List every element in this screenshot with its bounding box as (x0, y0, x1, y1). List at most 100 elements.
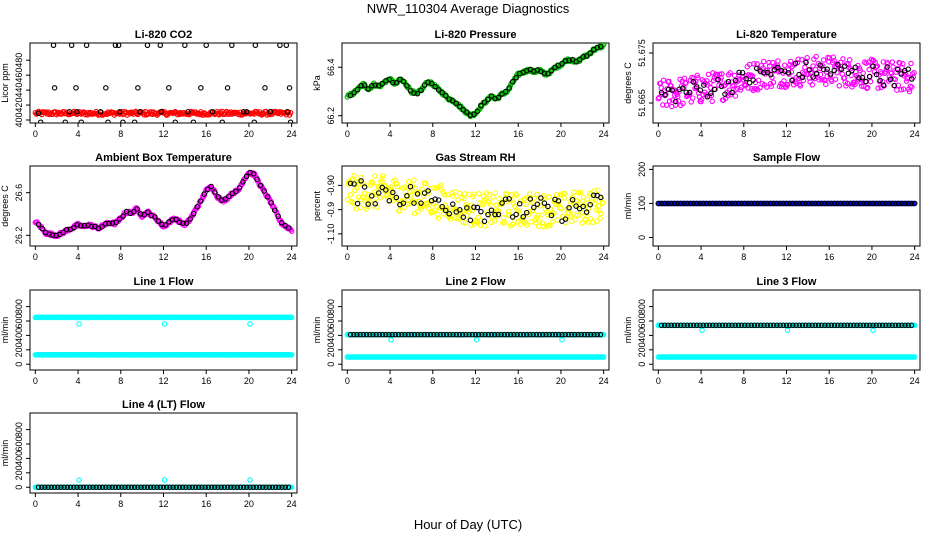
series-0-point (410, 197, 416, 204)
series-1-point (578, 331, 584, 338)
series-1-point (244, 484, 250, 490)
series-1-point (469, 331, 476, 338)
series-1-point (511, 331, 517, 338)
series-0-point (571, 189, 577, 195)
series-1-point (478, 208, 484, 215)
series-1-point (157, 484, 164, 490)
series-1-point (770, 200, 777, 207)
series-overlay-point (233, 188, 239, 195)
series-1-point (671, 200, 678, 207)
series-1-point (812, 322, 819, 329)
series-1-point (838, 66, 845, 73)
series-1-point (546, 331, 552, 338)
series-1-point (244, 109, 250, 115)
series-1-point (347, 331, 354, 338)
series-1-point (732, 200, 738, 207)
series-1-point (533, 331, 540, 338)
series-1-point (822, 322, 828, 329)
series-1-point (279, 484, 285, 490)
series-1-point (580, 203, 586, 210)
series-1-point (748, 322, 755, 329)
series-0-point (504, 191, 511, 198)
series-1-point (48, 484, 55, 490)
series-1-point (668, 200, 674, 207)
y-tick-label: 200 (326, 342, 336, 357)
series-0-point (569, 194, 576, 201)
series-1-point (530, 331, 536, 338)
series-1-point (590, 192, 597, 199)
series-1-point (198, 85, 204, 91)
series-1-point (902, 322, 908, 329)
series-0-point (390, 197, 396, 204)
series-1-point (686, 89, 693, 96)
series-0-point (527, 191, 533, 197)
data-layer (32, 43, 294, 123)
series-1-point (272, 484, 279, 490)
series-0-point (477, 222, 484, 229)
series-1-point (835, 61, 841, 68)
series-1-point (501, 331, 508, 338)
series-overlay-point (432, 84, 438, 90)
x-tick-label: 20 (556, 376, 566, 386)
x-tick-label: 20 (867, 376, 877, 386)
x-tick-label: 0 (33, 376, 38, 386)
series-0-point (558, 205, 564, 212)
series-1-point (467, 217, 474, 224)
series-1-point (905, 322, 912, 329)
series-1-point (506, 196, 512, 202)
series-1-point (481, 218, 488, 225)
series-1-point (58, 484, 64, 490)
series-1-point (543, 331, 549, 338)
series-1-point (491, 331, 498, 338)
series-0-point (433, 185, 440, 191)
series-1-point (863, 78, 869, 85)
series-1-point (393, 194, 400, 201)
x-tick-label: 4 (699, 376, 704, 386)
series-1-point (185, 109, 191, 115)
x-tick-label: 24 (287, 129, 297, 139)
series-1-point (841, 322, 847, 329)
series-0-point (669, 97, 676, 103)
series-1-point (219, 119, 225, 123)
series-1-point (704, 94, 711, 100)
series-0-point (288, 228, 295, 234)
series-1-point (745, 322, 751, 329)
series-overlay-point (152, 214, 158, 220)
series-1-point (456, 331, 463, 338)
series-1-point (665, 200, 671, 207)
y-tick-label: 400 (14, 451, 24, 466)
series-1-point (681, 322, 687, 329)
series-1-point (90, 484, 96, 490)
panel-1: Li-820 Pressure kPa 0 4 8 12 16 20 24 66.2 66.4 (312, 29, 610, 139)
series-1-point (435, 197, 442, 203)
series-1-point (598, 194, 604, 201)
series-1-point (556, 331, 562, 338)
panel-title: Line 4 (LT) Flow (122, 399, 205, 411)
series-1-point (866, 73, 873, 80)
panel-6: Line 1 Flow ml/min 0 4 8 12 16 20 24 0 20040060080… (0, 276, 298, 386)
x-tick-label: 16 (824, 252, 834, 262)
series-0-point (500, 215, 507, 221)
series-1-point (812, 200, 819, 207)
series-0-point (821, 76, 828, 83)
x-tick-label: 20 (244, 252, 254, 262)
series-1-point (119, 484, 125, 490)
series-1-point (67, 484, 74, 490)
series-1-point (421, 331, 427, 338)
x-tick-label: 0 (345, 376, 350, 386)
series-1-point (803, 59, 809, 66)
series-0-point (900, 86, 907, 92)
series-1-point (183, 484, 189, 490)
series-1-point (661, 322, 668, 329)
series-1-point (892, 322, 899, 329)
series-overlay-point (580, 54, 586, 60)
series-1-point (555, 198, 562, 204)
series-overlay-point (194, 204, 200, 210)
series-0-point (885, 61, 891, 67)
series-1-point (208, 484, 215, 490)
series-1-point (199, 484, 205, 490)
series-0-point (882, 69, 889, 75)
series-0-point (462, 220, 469, 226)
series-0-point (832, 76, 839, 82)
